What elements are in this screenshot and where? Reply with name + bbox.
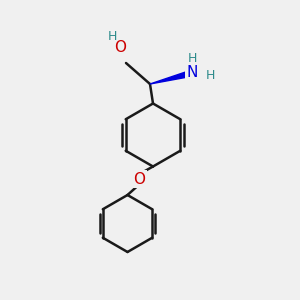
Text: O: O xyxy=(134,172,146,187)
Text: N: N xyxy=(186,65,198,80)
Polygon shape xyxy=(150,70,191,84)
Text: H: H xyxy=(187,52,197,65)
Text: H: H xyxy=(108,29,117,43)
Text: O: O xyxy=(114,40,126,56)
Text: H: H xyxy=(205,69,215,82)
